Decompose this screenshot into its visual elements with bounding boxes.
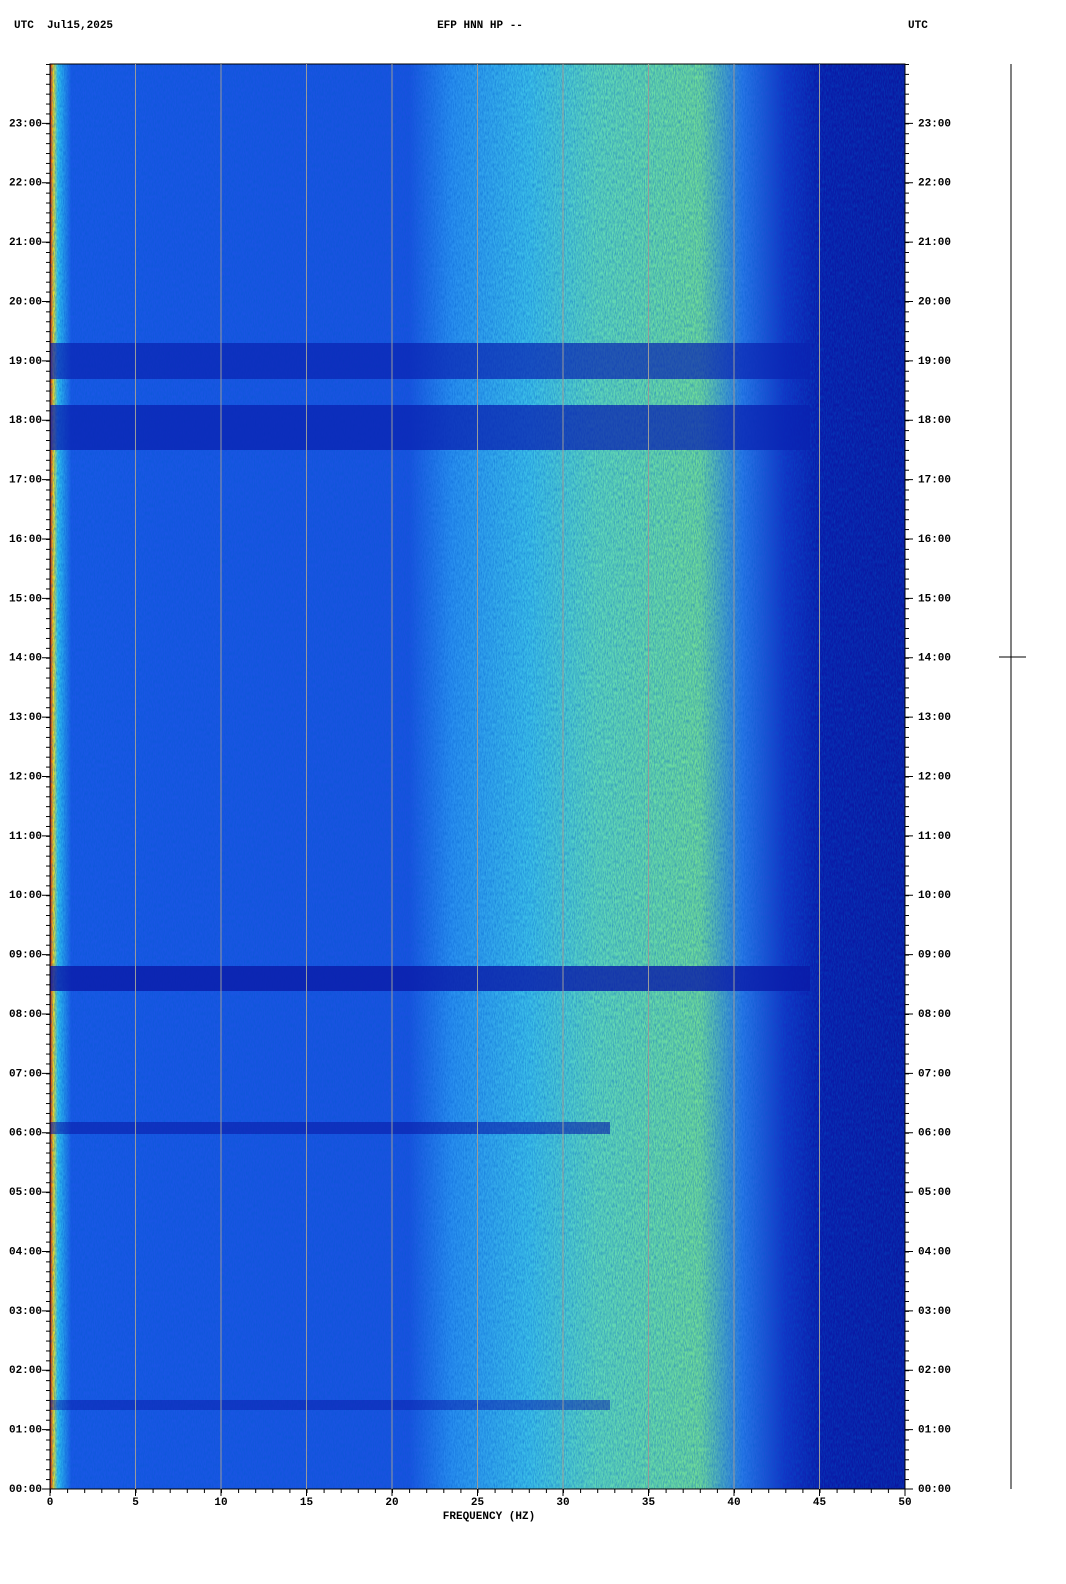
chart-title: EFP HNN HP -- bbox=[437, 20, 523, 32]
x-tick-label: 15 bbox=[300, 1497, 314, 1509]
y-tick-label: 13:00 bbox=[9, 712, 42, 724]
y-tick-label: 11:00 bbox=[918, 831, 951, 843]
y-tick-label: 20:00 bbox=[9, 296, 42, 308]
y-tick-label: 20:00 bbox=[918, 296, 951, 308]
y-tick-label: 12:00 bbox=[918, 771, 951, 783]
x-tick-label: 35 bbox=[642, 1497, 656, 1509]
y-tick-label: 07:00 bbox=[918, 1068, 951, 1080]
y-tick-label: 19:00 bbox=[9, 356, 42, 368]
x-tick-label: 50 bbox=[898, 1497, 911, 1509]
y-tick-label: 18:00 bbox=[9, 415, 42, 427]
trace bbox=[999, 64, 1026, 1489]
y-tick-label: 21:00 bbox=[918, 237, 951, 249]
y-tick-label: 04:00 bbox=[918, 1246, 951, 1258]
y-tick-label: 14:00 bbox=[9, 653, 42, 665]
y-tick-label: 23:00 bbox=[918, 118, 951, 130]
y-tick-label: 06:00 bbox=[918, 1128, 951, 1140]
y-tick-label: 16:00 bbox=[9, 534, 42, 546]
y-tick-label: 05:00 bbox=[918, 1187, 951, 1199]
y-tick-label: 22:00 bbox=[9, 178, 42, 190]
y-tick-label: 14:00 bbox=[918, 653, 951, 665]
header-left: UTC Jul15,2025 bbox=[14, 20, 113, 32]
y-tick-label: 17:00 bbox=[918, 475, 951, 487]
y-tick-label: 17:00 bbox=[9, 475, 42, 487]
x-tick-label: 5 bbox=[132, 1497, 139, 1509]
y-tick-label: 06:00 bbox=[9, 1128, 42, 1140]
y-tick-label: 04:00 bbox=[9, 1246, 42, 1258]
x-tick-label: 45 bbox=[813, 1497, 827, 1509]
y-tick-label: 02:00 bbox=[918, 1365, 951, 1377]
y-tick-label: 10:00 bbox=[918, 890, 951, 902]
y-tick-label: 22:00 bbox=[918, 178, 951, 190]
x-tick-label: 20 bbox=[385, 1497, 398, 1509]
x-tick-label: 10 bbox=[214, 1497, 227, 1509]
y-tick-label: 08:00 bbox=[918, 1009, 951, 1021]
y-tick-label: 16:00 bbox=[918, 534, 951, 546]
y-tick-label: 03:00 bbox=[918, 1306, 951, 1318]
y-tick-label: 05:00 bbox=[9, 1187, 42, 1199]
y-tick-label: 09:00 bbox=[918, 950, 951, 962]
y-tick-label: 15:00 bbox=[918, 593, 951, 605]
y-tick-label: 15:00 bbox=[9, 593, 42, 605]
y-tick-label: 10:00 bbox=[9, 890, 42, 902]
y-tick-label: 01:00 bbox=[918, 1425, 951, 1437]
y-tick-label: 02:00 bbox=[9, 1365, 42, 1377]
y-tick-label: 13:00 bbox=[918, 712, 951, 724]
y-tick-label: 07:00 bbox=[9, 1068, 42, 1080]
y-tick-label: 21:00 bbox=[9, 237, 42, 249]
y-tick-label: 00:00 bbox=[9, 1484, 42, 1496]
x-tick-label: 25 bbox=[471, 1497, 485, 1509]
y-tick-label: 19:00 bbox=[918, 356, 951, 368]
y-tick-label: 03:00 bbox=[9, 1306, 42, 1318]
x-axis-label: FREQUENCY (HZ) bbox=[443, 1511, 535, 1523]
y-tick-label: 08:00 bbox=[9, 1009, 42, 1021]
y-tick-label: 01:00 bbox=[9, 1425, 42, 1437]
y-tick-label: 23:00 bbox=[9, 118, 42, 130]
header-right: UTC bbox=[908, 20, 928, 32]
y-tick-label: 12:00 bbox=[9, 771, 42, 783]
x-tick-label: 0 bbox=[47, 1497, 54, 1509]
y-tick-label: 18:00 bbox=[918, 415, 951, 427]
y-tick-label: 11:00 bbox=[9, 831, 42, 843]
y-tick-label: 00:00 bbox=[918, 1484, 951, 1496]
x-tick-label: 30 bbox=[556, 1497, 569, 1509]
x-tick-label: 40 bbox=[727, 1497, 740, 1509]
y-tick-label: 09:00 bbox=[9, 950, 42, 962]
